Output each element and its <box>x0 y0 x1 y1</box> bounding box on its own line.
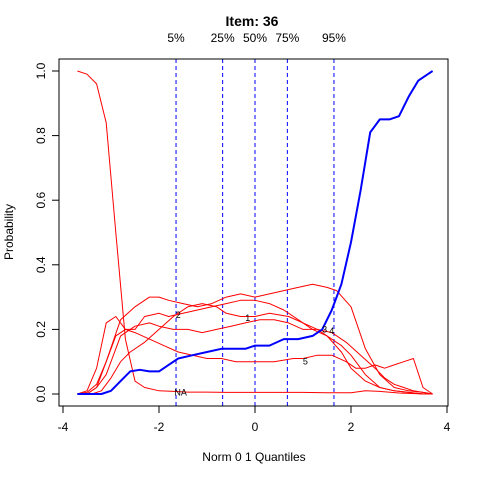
quantile-label: 95% <box>322 31 346 45</box>
quantile-labels: 5% 25% 50% 75% 95% <box>167 31 346 45</box>
plot-frame <box>58 58 449 407</box>
x-tick-label: -4 <box>58 420 69 434</box>
distractor-curve-5 <box>77 328 433 395</box>
curve-label: 2 <box>176 310 181 320</box>
quantile-label: 25% <box>211 31 235 45</box>
y-tick-label: 0.6 <box>34 192 48 209</box>
quantile-label: 75% <box>275 31 299 45</box>
distractor-curve-3 <box>77 283 433 395</box>
x-axis-label: Norm 0 1 Quantiles <box>202 450 305 464</box>
x-tick-label: 0 <box>252 420 259 434</box>
y-tick-label: 1.0 <box>34 62 48 79</box>
x-tick-label: -2 <box>154 420 165 434</box>
x-tick-label: 2 <box>348 420 355 434</box>
curve-label: 5 <box>303 357 308 367</box>
x-axis: -4 -2 0 2 4 <box>58 405 451 434</box>
distractor-curve-4 <box>77 319 433 395</box>
y-axis: 0.0 0.2 0.4 0.6 0.8 1.0 <box>34 62 60 402</box>
curve-labels: NA 1 2 3 4 5 <box>174 310 334 398</box>
chart-title: Item: 36 <box>226 13 279 29</box>
distractor-curve-1 <box>77 303 433 395</box>
y-tick-label: 0.4 <box>34 256 48 273</box>
x-tick-label: 4 <box>444 420 451 434</box>
y-axis-label: Probability <box>2 204 16 260</box>
quantile-label: 5% <box>167 31 185 45</box>
curve-label: 3 <box>322 324 327 334</box>
y-tick-label: 0.0 <box>34 385 48 402</box>
quantile-label: 50% <box>243 31 267 45</box>
distractor-curve-NA <box>77 70 433 395</box>
key-curve <box>77 70 434 395</box>
curve-label: 1 <box>245 313 250 323</box>
distractor-curve-2 <box>77 299 433 395</box>
y-tick-label: 0.2 <box>34 321 48 338</box>
curve-label: NA <box>174 387 187 397</box>
series-layer <box>77 70 434 395</box>
y-tick-label: 0.8 <box>34 127 48 144</box>
curve-label: 4 <box>329 326 334 336</box>
